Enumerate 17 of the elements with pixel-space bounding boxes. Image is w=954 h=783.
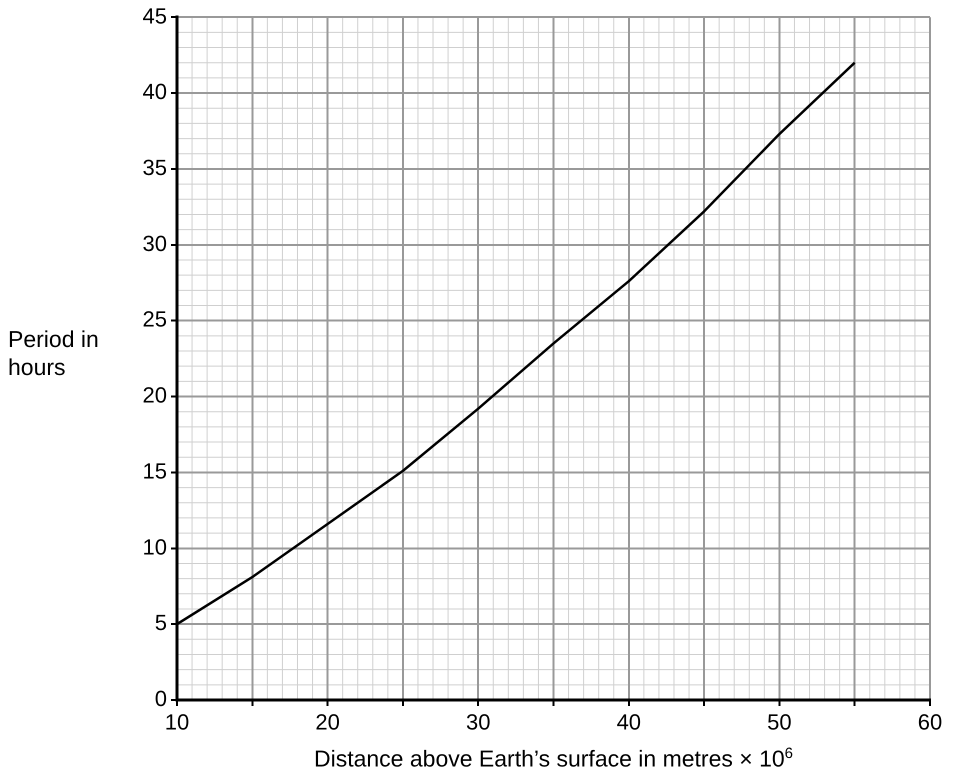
x-tick-label: 50	[767, 709, 792, 734]
y-tick-label: 40	[142, 79, 167, 104]
y-tick-label: 25	[142, 306, 167, 332]
y-tick-label: 10	[142, 534, 167, 560]
x-tick-label: 20	[315, 709, 340, 734]
y-tick-label: 45	[142, 3, 167, 28]
x-tick-label: 30	[466, 709, 490, 734]
y-tick-label: 15	[142, 458, 167, 484]
y-tick-label: 30	[142, 230, 167, 256]
x-tick-label: 40	[616, 709, 642, 734]
y-tick-label: 20	[142, 382, 167, 408]
y-tick-label: 5	[154, 610, 167, 636]
x-axis-title: Distance above Earth’s surface in metres × 10$^{6}$	[312, 745, 794, 773]
y-tick-label: 0	[154, 686, 167, 712]
y-tick-label: 35	[142, 154, 167, 180]
x-tick-label: 60	[918, 709, 942, 734]
y-axis-title: Period in hours	[8, 325, 100, 381]
